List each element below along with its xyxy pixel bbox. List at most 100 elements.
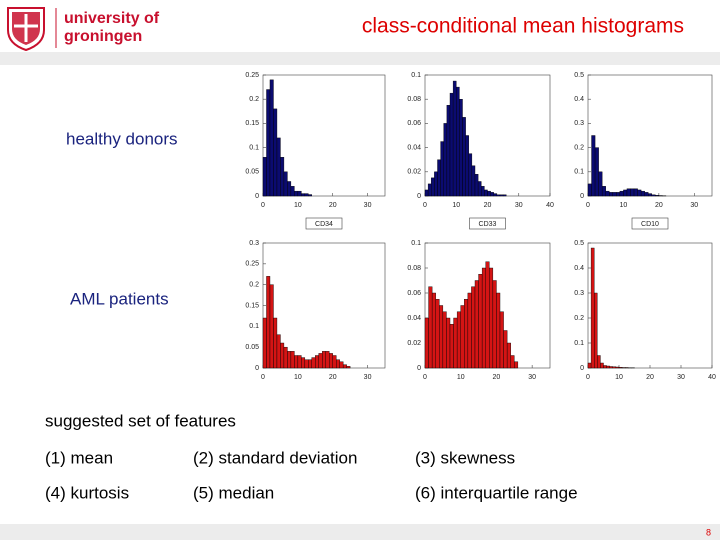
histogram-bar [625, 367, 629, 369]
histogram-bar [655, 195, 660, 197]
feature-item: (4) kurtosis [45, 483, 129, 502]
x-tick-label: 0 [261, 202, 265, 209]
histogram-bar [437, 159, 441, 197]
x-tick-label: 10 [620, 202, 628, 209]
histogram-bar [294, 355, 299, 369]
histogram-bar [590, 247, 595, 369]
x-tick-label: 0 [586, 202, 590, 209]
histogram-bar [490, 192, 494, 197]
histogram-bar [506, 342, 511, 369]
histogram-bar [449, 324, 454, 369]
histogram-bar [427, 183, 432, 197]
x-tick-label: 30 [364, 202, 372, 209]
y-tick-label: 0 [417, 193, 421, 200]
histogram-bar [262, 317, 267, 369]
logo-line: university of [64, 10, 160, 27]
y-tick-label: 0.4 [574, 265, 584, 272]
x-tick-label: 40 [708, 374, 716, 381]
histogram-bar [606, 365, 610, 369]
histogram-bar [485, 261, 490, 369]
y-tick-label: 0.05 [245, 344, 259, 351]
histogram-bar [431, 292, 436, 369]
histogram-bar [633, 188, 638, 197]
x-tick-label: 0 [586, 374, 590, 381]
histogram-bar [510, 355, 515, 369]
page-number: 8 [706, 527, 711, 537]
histogram-bar [269, 79, 274, 197]
histogram-bar [591, 135, 596, 197]
histogram-bar [496, 292, 501, 369]
histogram-bar [609, 192, 613, 197]
row-label: healthy donors [66, 129, 178, 148]
histogram-bar [487, 190, 491, 197]
histogram-bar [481, 267, 486, 369]
y-tick-label: 0.08 [407, 265, 421, 272]
y-tick-label: 0.15 [245, 302, 259, 309]
row-label: AML patients [70, 289, 169, 308]
y-tick-label: 0 [580, 193, 584, 200]
y-tick-label: 0 [417, 365, 421, 372]
histogram-bar [594, 147, 599, 197]
histogram-bar [456, 311, 461, 369]
histogram-bar [651, 194, 656, 197]
histogram-bar [477, 181, 482, 197]
histogram-bar [301, 357, 306, 369]
histogram-bar [493, 193, 498, 197]
histogram-bar [467, 292, 472, 369]
histogram-bar [496, 194, 501, 197]
x-tick-label: 10 [457, 374, 465, 381]
y-tick-label: 0.5 [574, 72, 584, 79]
x-tick-label: 20 [493, 374, 501, 381]
histogram-bar [304, 359, 309, 369]
slide-title: class-conditional mean histograms [362, 15, 684, 38]
x-tick-label: 20 [329, 202, 337, 209]
histogram-bar [648, 193, 652, 197]
footer-band [0, 524, 720, 540]
x-axis-label: CD33 [479, 221, 497, 228]
histogram-bar [424, 317, 429, 369]
histogram-bar [439, 305, 444, 369]
y-tick-label: 0.1 [411, 240, 421, 247]
y-tick-label: 0.25 [245, 261, 259, 268]
histogram-bar [460, 305, 465, 369]
plot-frame [262, 74, 386, 197]
histogram-bar [471, 165, 476, 197]
y-tick-label: 0.1 [574, 340, 584, 347]
y-tick-label: 0.25 [245, 72, 259, 79]
histogram-bar [484, 189, 488, 197]
y-tick-label: 0.5 [574, 240, 584, 247]
histogram-bar [434, 171, 438, 197]
feature-item: (2) standard deviation [193, 448, 357, 467]
histogram-bar [308, 359, 313, 369]
histogram-bar [273, 108, 278, 197]
histogram-bar [442, 311, 447, 369]
histogram-bar [266, 89, 271, 197]
histogram-bar [311, 357, 316, 369]
histogram-bar [637, 189, 642, 197]
x-tick-label: 0 [423, 202, 427, 209]
header-band [0, 52, 720, 65]
x-tick-label: 30 [690, 202, 698, 209]
histogram-bar [489, 267, 494, 369]
histogram-bar [605, 190, 610, 197]
histogram-bar [514, 361, 519, 369]
y-tick-label: 0.15 [245, 120, 259, 127]
y-tick-label: 0.04 [407, 315, 421, 322]
histogram-bar [287, 351, 292, 369]
histogram-bar [478, 274, 483, 369]
histogram-bar [290, 351, 295, 369]
y-tick-label: 0.2 [574, 315, 584, 322]
x-tick-label: 0 [261, 374, 265, 381]
y-tick-label: 0.04 [407, 144, 421, 151]
histogram-bar [481, 186, 485, 197]
histogram-bar [283, 346, 288, 369]
x-tick-label: 10 [615, 374, 623, 381]
y-tick-label: 0.3 [574, 290, 584, 297]
histogram-bar [329, 353, 333, 369]
y-tick-label: 0.2 [574, 144, 584, 151]
histogram-bar [630, 188, 635, 197]
histogram-bar [503, 330, 508, 369]
histogram-bar [626, 188, 631, 197]
x-tick-label: 20 [655, 202, 663, 209]
